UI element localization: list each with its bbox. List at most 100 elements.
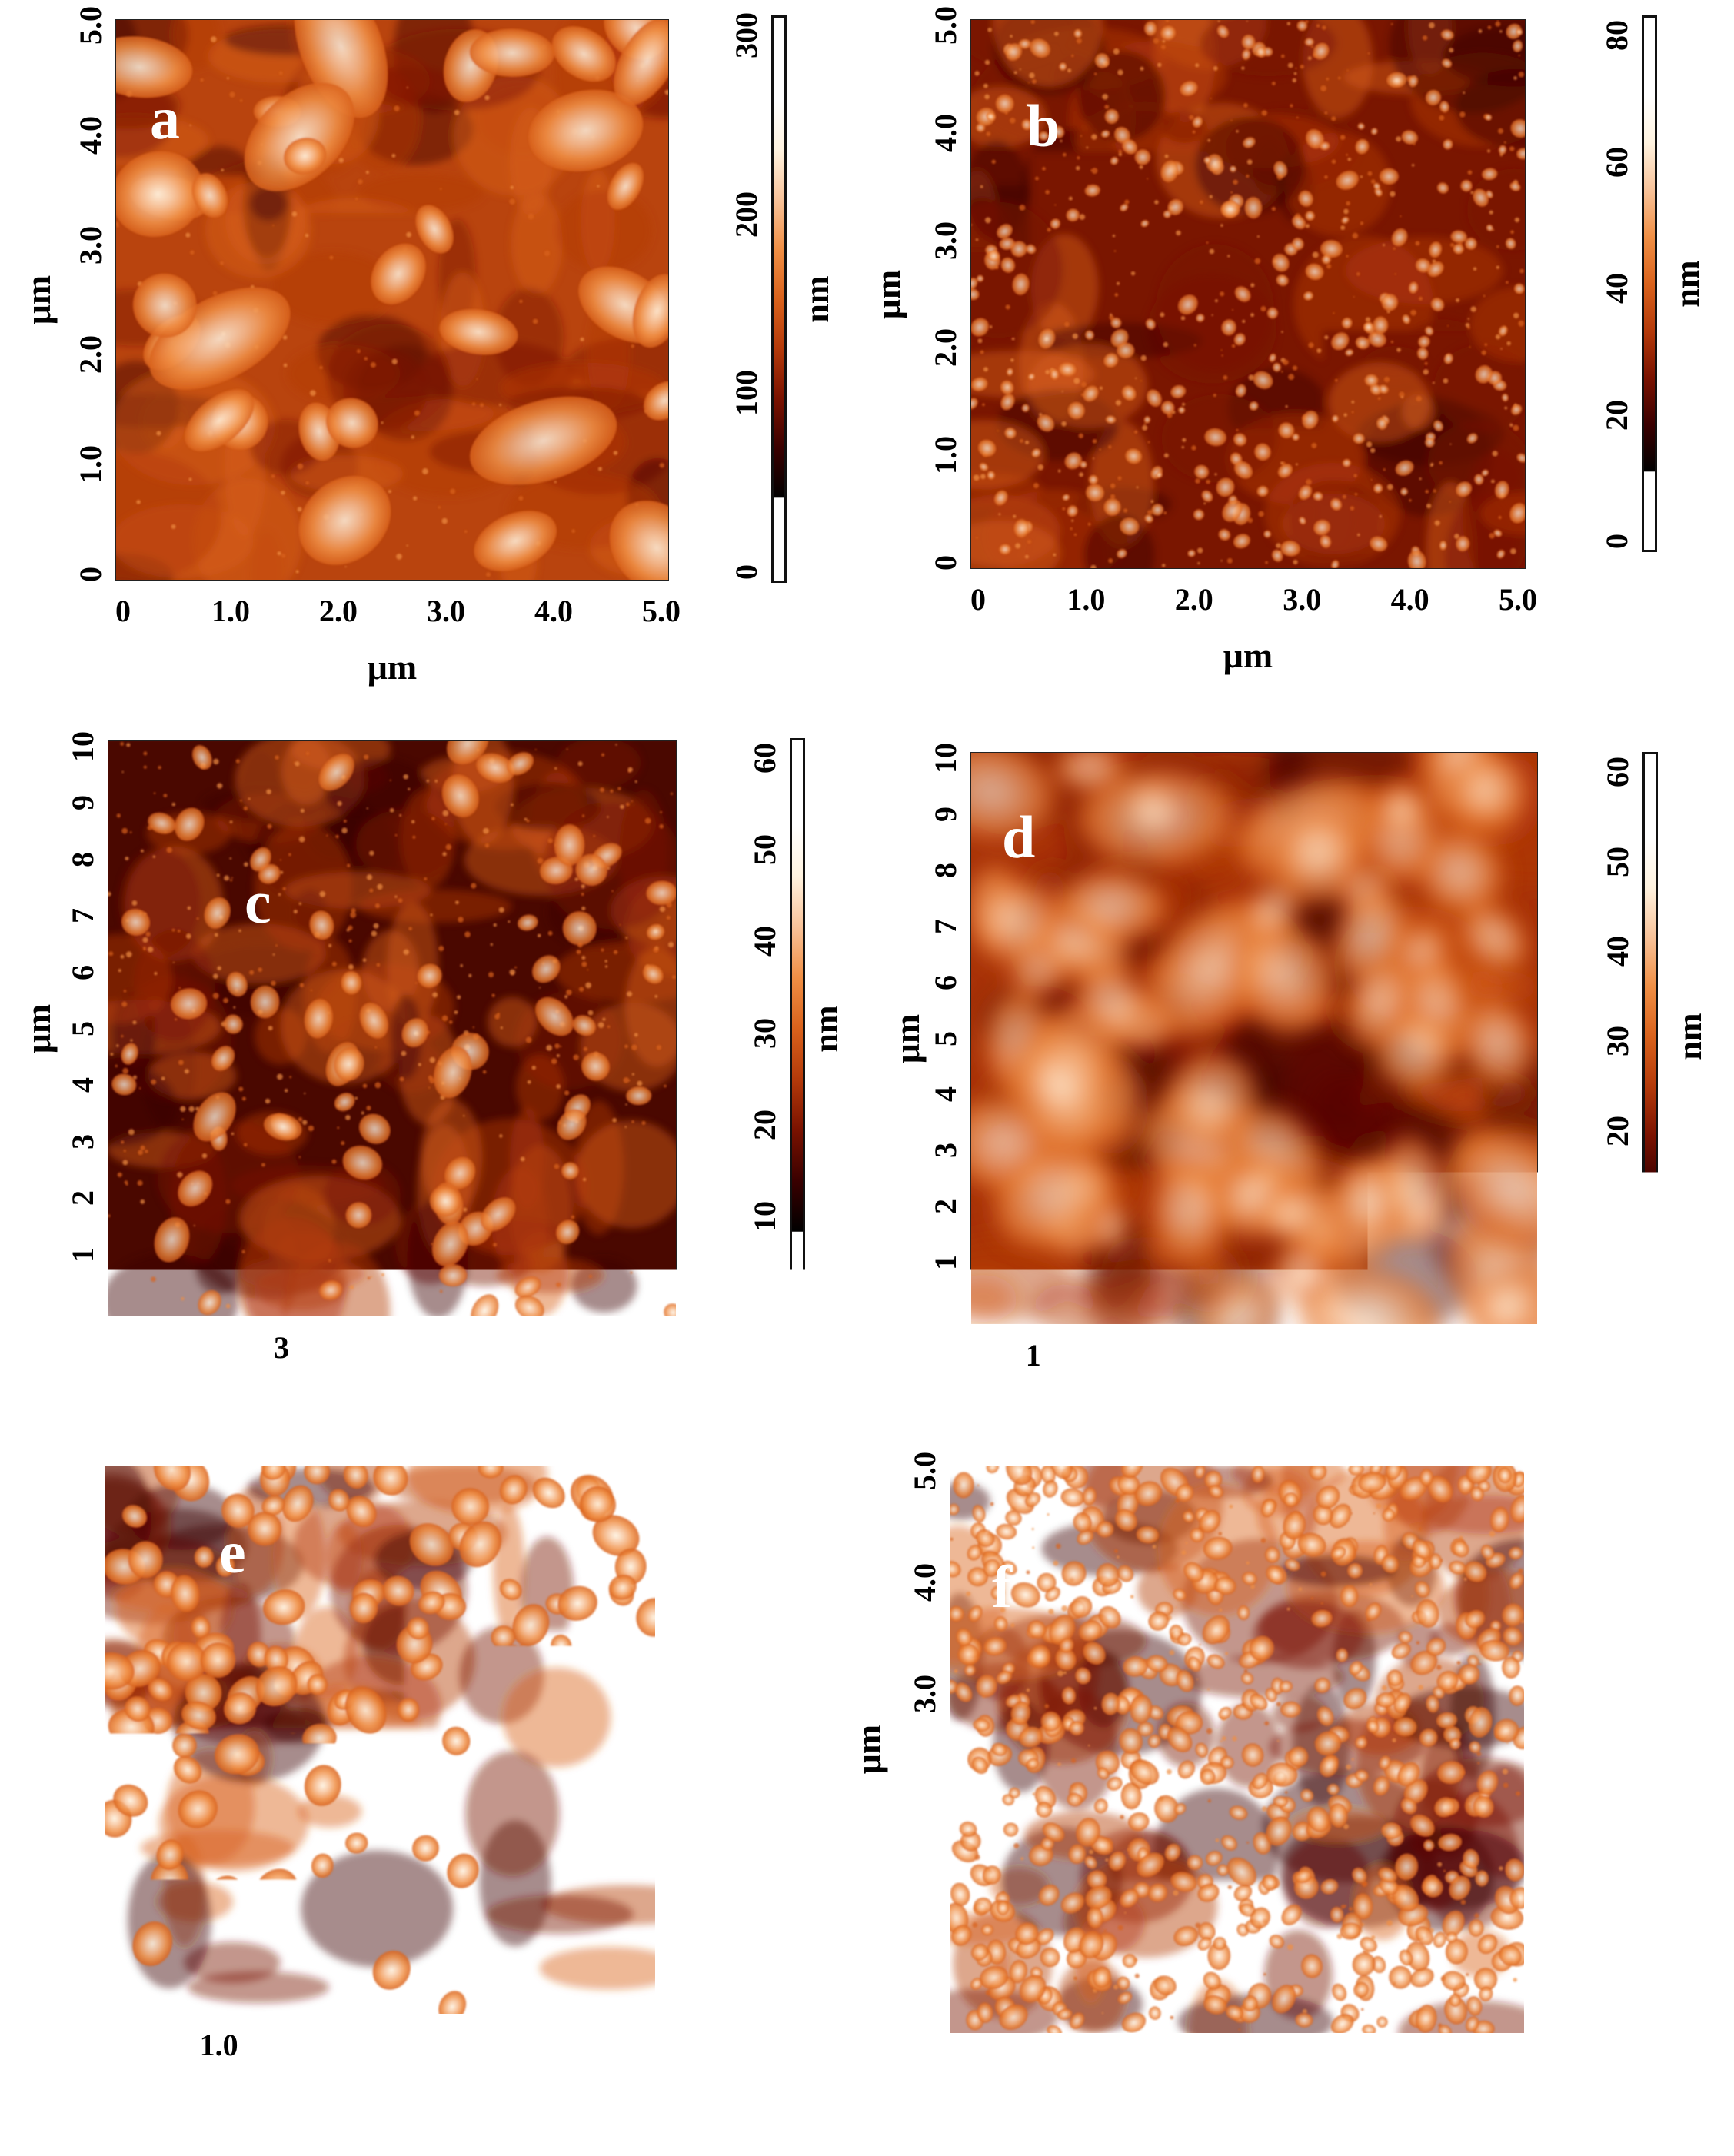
x-tick-label: 0 <box>115 596 131 627</box>
colorbar-tick-label: 50 <box>750 834 780 865</box>
x-tick-label: 8 <box>551 1333 566 1363</box>
x-tick-label: 10 <box>654 1333 684 1363</box>
colorbar-a <box>771 15 787 583</box>
afm-image-c <box>108 740 677 1317</box>
y-axis-label: μm <box>13 1715 48 1764</box>
x-tick-label: 0 <box>108 1333 123 1363</box>
colorbar-tick-label: 40 <box>721 1642 752 1673</box>
colorbar-tick-label: 0 <box>1603 1303 1633 1318</box>
x-tick-label: 5.0 <box>1499 584 1537 615</box>
y-tick-label: 5.0 <box>64 1452 95 1490</box>
y-tick-label: 2 <box>68 1190 98 1206</box>
afm-image-a <box>115 19 669 581</box>
x-axis-label: μm <box>355 2094 404 2129</box>
x-tick-label: 3.0 <box>1274 2049 1313 2080</box>
y-tick-label: 2.0 <box>64 1774 95 1812</box>
x-tick-label: 5 <box>1246 1340 1262 1371</box>
colorbar-tick-label: 60 <box>1621 1468 1652 1499</box>
y-tick-label: 3.0 <box>75 226 106 265</box>
y-tick-label: 7 <box>68 908 98 923</box>
colorbar-e <box>761 1463 777 2018</box>
y-axis-label: μm <box>851 1725 887 1774</box>
x-tick-label: 2 <box>1081 1340 1097 1371</box>
x-tick-label: 0 <box>104 2030 119 2061</box>
y-tick-label: 1.0 <box>930 436 961 474</box>
x-tick-label: 2.0 <box>319 596 358 627</box>
colorbar-tick-label: 20 <box>1603 1116 1633 1146</box>
x-tick-label: 0 <box>970 1340 986 1371</box>
colorbar-tick-label: 200 <box>731 191 762 238</box>
colorbar-tick-label: 50 <box>1603 847 1633 877</box>
x-tick-label: 3.0 <box>414 2030 453 2061</box>
colorbar-tick-label: 20 <box>721 1818 752 1848</box>
x-tick-label: 3.0 <box>427 596 465 627</box>
y-tick-label: 10 <box>68 731 98 762</box>
colorbar-unit-label: nm <box>794 1717 828 1764</box>
colorbar-tick-label: 0 <box>1602 534 1632 549</box>
x-tick-label: 6 <box>1302 1340 1317 1371</box>
y-tick-label: 10 <box>930 743 961 774</box>
x-tick-label: 9 <box>1467 1340 1483 1371</box>
y-tick-label: 0 <box>75 567 106 582</box>
y-tick-label: 0 <box>930 555 961 571</box>
colorbar-tick-label: 30 <box>1603 1026 1633 1056</box>
x-tick-label: 1 <box>163 1333 178 1363</box>
colorbar-tick-label: 40 <box>1621 1642 1652 1673</box>
colorbar-tick-label: 40 <box>750 926 780 957</box>
y-tick-label: 4.0 <box>930 114 961 152</box>
y-tick-label: 1.0 <box>910 1897 940 1935</box>
x-tick-label: 5.0 <box>642 596 681 627</box>
x-tick-label: 4 <box>329 1333 344 1363</box>
x-tick-label: 4.0 <box>534 596 573 627</box>
x-tick-label: 4.0 <box>1391 584 1429 615</box>
y-tick-label: 2.0 <box>910 1785 940 1824</box>
y-tick-label: 0 <box>68 1303 98 1319</box>
x-tick-label: 5.0 <box>629 2030 667 2061</box>
x-axis-label: μm <box>1213 2103 1262 2138</box>
y-tick-label: 4.0 <box>75 116 106 155</box>
colorbar-tick-label: 10 <box>1603 1205 1633 1236</box>
colorbar-tick-label: 80 <box>1602 20 1632 51</box>
y-tick-label: 3.0 <box>64 1667 95 1705</box>
colorbar-tick-label: 40 <box>1603 936 1633 967</box>
y-tick-label: 2.0 <box>930 328 961 367</box>
colorbar-tick-label: 50 <box>721 1555 752 1586</box>
colorbar-tick-label: 0 <box>750 1300 780 1316</box>
y-tick-label: 0 <box>930 1311 961 1326</box>
y-tick-label: 4.0 <box>64 1559 95 1598</box>
colorbar-tick-label: 60 <box>721 1468 752 1499</box>
y-tick-label: 0 <box>64 2001 95 2016</box>
colorbar-tick-label: 10 <box>721 1905 752 1935</box>
y-tick-label: 4 <box>68 1077 98 1093</box>
x-tick-label: 5 <box>384 1333 400 1363</box>
colorbar-tick-label: 20 <box>1621 1818 1652 1848</box>
y-tick-label: 5.0 <box>910 1452 940 1490</box>
x-tick-label: 1.0 <box>200 2030 238 2061</box>
x-tick-label: 7 <box>1357 1340 1373 1371</box>
x-axis-label: μm <box>368 650 417 685</box>
colorbar-b <box>1642 15 1657 552</box>
y-tick-label: 1 <box>68 1247 98 1263</box>
y-tick-label: 3 <box>68 1134 98 1150</box>
panel-letter-d: d <box>1002 807 1035 867</box>
y-tick-label: 5.0 <box>930 6 961 45</box>
x-tick-label: 3 <box>1136 1340 1151 1371</box>
colorbar-tick-label: 100 <box>731 370 762 416</box>
colorbar-tick-label: 40 <box>1602 273 1632 304</box>
x-tick-label: 0 <box>950 2049 965 2080</box>
y-tick-label: 5 <box>68 1021 98 1036</box>
colorbar-tick-label: 60 <box>1602 147 1632 178</box>
x-tick-label: 6 <box>440 1333 455 1363</box>
x-tick-label: 4.0 <box>1386 2049 1424 2080</box>
x-axis-label: μm <box>368 1369 417 1404</box>
y-tick-label: 3.0 <box>930 221 961 260</box>
colorbar-tick-label: 50 <box>1621 1555 1652 1586</box>
colorbar-unit-label: nm <box>800 275 834 322</box>
y-tick-label: 5.0 <box>75 6 106 45</box>
y-tick-label: 0 <box>910 2020 940 2035</box>
x-tick-label: 2.0 <box>1162 2049 1200 2080</box>
colorbar-tick-label: 0 <box>731 564 762 580</box>
colorbar-tick-label: 0 <box>1621 2000 1652 2015</box>
y-axis-label: μm <box>21 275 56 324</box>
colorbar-unit-label: nm <box>1696 1717 1730 1764</box>
